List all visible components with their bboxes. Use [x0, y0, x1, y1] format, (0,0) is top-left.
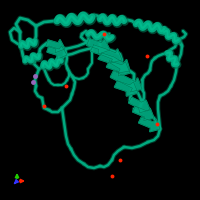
Polygon shape: [46, 40, 65, 53]
Polygon shape: [98, 53, 130, 73]
Polygon shape: [110, 71, 142, 92]
Polygon shape: [139, 117, 160, 132]
Polygon shape: [129, 97, 150, 113]
Polygon shape: [47, 46, 67, 59]
Polygon shape: [46, 40, 65, 53]
Polygon shape: [90, 45, 122, 63]
Polygon shape: [90, 45, 122, 63]
Polygon shape: [47, 46, 67, 59]
Polygon shape: [98, 53, 130, 73]
Polygon shape: [87, 39, 110, 54]
Polygon shape: [110, 71, 142, 92]
Polygon shape: [114, 81, 138, 96]
Polygon shape: [106, 61, 130, 76]
Polygon shape: [139, 117, 160, 132]
Polygon shape: [133, 106, 154, 121]
Polygon shape: [87, 39, 110, 54]
Polygon shape: [129, 97, 150, 113]
Polygon shape: [114, 81, 138, 96]
Polygon shape: [133, 106, 154, 121]
Polygon shape: [106, 61, 130, 76]
